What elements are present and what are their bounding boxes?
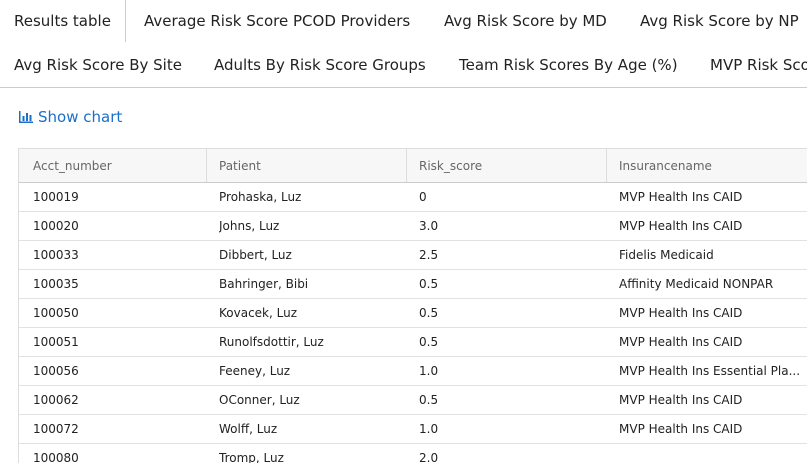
table-cell: Runolfsdottir, Luz <box>219 335 324 349</box>
show-chart-link[interactable]: Show chart <box>18 108 122 126</box>
column-header[interactable]: Insurancename <box>606 149 805 182</box>
table-cell: 100062 <box>33 393 79 407</box>
column-header[interactable]: Risk_score <box>406 149 605 182</box>
table-row: 100056 Feeney, Luz 1.0 MVP Health Ins Essen… <box>19 357 807 386</box>
table-cell: 2.0 <box>419 451 439 463</box>
table-cell: Fidelis Medicaid <box>619 248 714 262</box>
table-cell: Affinity Medicaid NONPAR <box>619 277 774 291</box>
show-chart-text[interactable]: Show chart <box>38 108 123 126</box>
table-cell: 100051 <box>33 335 79 349</box>
table-cell: 2.5 <box>419 248 439 262</box>
table-cell: 100056 <box>33 364 79 378</box>
table-cell: 100033 <box>33 248 79 262</box>
table-cell: MVP Health Ins Essential Pla... <box>619 364 801 378</box>
tab[interactable]: Average Risk Score PCOD Providers <box>144 12 411 30</box>
tab[interactable]: Team Risk Scores By Age (%) <box>459 56 678 74</box>
table-cell: 100020 <box>33 219 79 233</box>
table-cell: 100050 <box>33 306 79 320</box>
table-cell: Feeney, Luz <box>219 364 291 378</box>
table-cell: 100080 <box>33 451 79 463</box>
tab[interactable]: Avg Risk Score by MD <box>444 12 607 30</box>
table-cell: 100019 <box>33 190 79 204</box>
table-row: 100051 Runolfsdottir, Luz 0.5 MVP Health In… <box>19 328 807 357</box>
table-cell: 100035 <box>33 277 79 291</box>
tab[interactable]: Avg Risk Score by NP <box>640 12 799 30</box>
table-row: 100033 Dibbert, Luz 2.5 Fidelis Medicaid <box>19 241 807 270</box>
table-row: 100050 Kovacek, Luz 0.5 MVP Health Ins CAID <box>19 299 807 328</box>
tab[interactable]: Results table <box>14 0 126 42</box>
table-cell: 1.0 <box>419 364 439 378</box>
table-cell: MVP Health Ins CAID <box>619 190 743 204</box>
header-row: Acct_number Patient Risk_score Insurancenam… <box>19 149 807 183</box>
table-cell: MVP Health Ins CAID <box>619 393 743 407</box>
table-cell: MVP Health Ins CAID <box>619 219 743 233</box>
table-cell: Bahringer, Bibi <box>219 277 309 291</box>
table-row: 100072 Wolff, Luz 1.0 MVP Health Ins CAID <box>19 415 807 444</box>
tab[interactable]: Adults By Risk Score Groups <box>214 56 426 74</box>
table-cell: 0.5 <box>419 277 439 291</box>
table-cell: Wolff, Luz <box>219 422 278 436</box>
column-header[interactable]: Patient <box>206 149 405 182</box>
table-cell: MVP Health Ins CAID <box>619 335 743 349</box>
table-cell: 0.5 <box>419 306 439 320</box>
table-cell: MVP Health Ins CAID <box>619 422 743 436</box>
table-cell: 3.0 <box>419 219 439 233</box>
table-cell: MVP Health Ins CAID <box>619 306 743 320</box>
tab[interactable]: MVP Risk Sco <box>710 56 807 74</box>
table-cell: 0.5 <box>419 393 439 407</box>
table-row: 100062 OConner, Luz 0.5 MVP Health Ins CAID <box>19 386 807 415</box>
table-cell: Johns, Luz <box>219 219 280 233</box>
column-header[interactable]: Acct_number <box>33 158 112 173</box>
table-cell: 100072 <box>33 422 79 436</box>
divider <box>0 87 807 88</box>
tab[interactable]: Avg Risk Score By Site <box>14 56 182 74</box>
table-row: 100080 Tromp, Luz 2.0 <box>19 444 807 463</box>
table-row: 100035 Bahringer, Bibi 0.5 Affinity Medicai… <box>19 270 807 299</box>
table-cell: 0 <box>419 190 427 204</box>
results-table: Acct_number Patient Risk_score Insurancenam… <box>18 148 807 463</box>
table-cell: Tromp, Luz <box>219 451 284 463</box>
table-cell: Kovacek, Luz <box>219 306 298 320</box>
chart-icon <box>19 111 33 123</box>
table-cell: 0.5 <box>419 335 439 349</box>
table-row: 100020 Johns, Luz 3.0 MVP Health Ins CAID <box>19 212 807 241</box>
table-cell: 1.0 <box>419 422 439 436</box>
table-cell: OConner, Luz <box>219 393 300 407</box>
table-cell: Prohaska, Luz <box>219 190 302 204</box>
table-row: 100019 Prohaska, Luz 0 MVP Health Ins CAID <box>19 183 807 212</box>
table-cell: Dibbert, Luz <box>219 248 292 262</box>
